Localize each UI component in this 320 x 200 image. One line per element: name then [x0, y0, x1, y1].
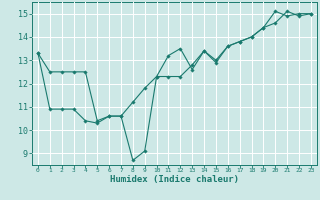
X-axis label: Humidex (Indice chaleur): Humidex (Indice chaleur) [110, 175, 239, 184]
